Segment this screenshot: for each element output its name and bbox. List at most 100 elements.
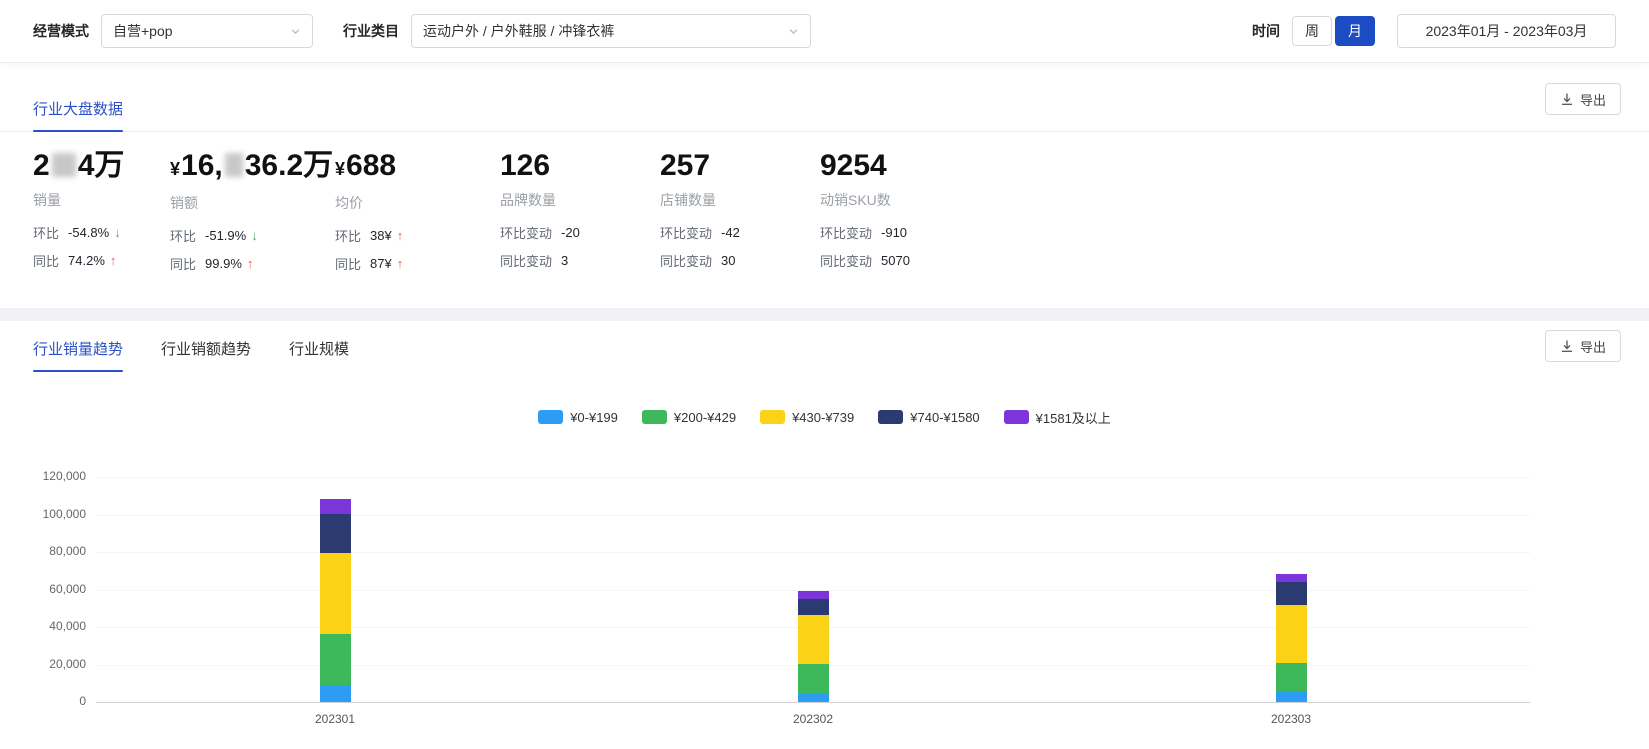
metric-value: 9254 [820, 149, 887, 182]
redacted-blur [51, 153, 76, 178]
x-axis-line [96, 702, 1530, 703]
metric-card: ¥688 均价环比 38¥ ↑ 同比 87¥ ↑ [335, 148, 500, 282]
bar-segment [798, 615, 829, 664]
bar-segment [1276, 663, 1307, 691]
bar-segment [320, 634, 351, 685]
category-value: 运动户外 / 户外鞋服 / 冲锋衣裤 [423, 23, 615, 39]
legend-swatch-icon [878, 410, 904, 424]
month-toggle-button[interactable]: 月 [1335, 16, 1375, 46]
metric-trend-row: 环比 -51.9% ↓ [170, 228, 258, 244]
y-axis-tick-label: 0 [79, 694, 86, 708]
metric-label: 店铺数量 [660, 192, 716, 208]
metric-trend-row: 同比变动 5070 [820, 253, 910, 269]
bar-segment [320, 499, 351, 514]
gridline [96, 477, 1530, 478]
business-mode-value: 自营+pop [113, 23, 173, 39]
legend-item[interactable]: ¥740-¥1580 [878, 410, 980, 425]
date-range-picker[interactable]: 2023年01月 - 2023年03月 [1397, 14, 1616, 48]
bar-segment [798, 599, 829, 615]
metric-label: 销额 [170, 195, 198, 211]
trend-header: 行业销量趋势 行业销额趋势 行业规模 导出 [0, 321, 1649, 372]
metric-label: 均价 [335, 195, 363, 211]
metric-value: 126 [500, 149, 551, 182]
legend-swatch-icon [538, 410, 564, 424]
y-axis-tick-label: 20,000 [49, 656, 86, 671]
bar-segment [798, 694, 829, 702]
y-axis-tick-label: 120,000 [42, 469, 86, 483]
bar-segment [320, 553, 351, 634]
y-axis-tick-label: 40,000 [49, 619, 86, 633]
legend-label: ¥200-¥429 [673, 409, 737, 425]
metric-value: 257 [660, 149, 711, 182]
down-arrow-icon: ↓ [114, 225, 121, 240]
industry-overview-section: 行业大盘数据 导出 2 4万 销量 环比 -54.8% ↓ 同比 74.2% ↑ ¥16, 36.2… [0, 63, 1649, 308]
time-filter-group: 时间 周 月 2023年01月 - 2023年03月 [1252, 14, 1616, 48]
legend-item[interactable]: ¥1581及以上 [1003, 408, 1111, 427]
export-button-label: 导出 [1579, 339, 1606, 355]
x-axis-category-label: 202302 [792, 712, 834, 726]
bar-segment [798, 664, 829, 694]
export-button-label: 导出 [1579, 92, 1606, 108]
legend-item[interactable]: ¥0-¥199 [538, 410, 618, 425]
redacted-blur [224, 153, 243, 178]
legend-swatch-icon [760, 410, 786, 424]
bar-segment [1276, 605, 1307, 663]
tab-industry-sales-volume-trend[interactable]: 行业销量趋势 [33, 338, 124, 372]
export-button[interactable]: 导出 [1544, 83, 1621, 115]
metric-trend-row: 环比 38¥ ↑ [335, 228, 404, 244]
up-arrow-icon: ↑ [246, 256, 254, 271]
download-icon [1560, 339, 1574, 353]
bar-segment [1276, 691, 1307, 702]
y-axis-tick-label: 60,000 [49, 581, 86, 596]
up-arrow-icon: ↑ [396, 256, 404, 271]
up-arrow-icon: ↑ [109, 253, 117, 268]
chevron-down-icon [788, 26, 799, 37]
down-arrow-icon: ↓ [251, 228, 258, 243]
metric-trend-row: 环比 -54.8% ↓ [33, 225, 121, 241]
section-divider [0, 308, 1649, 321]
tab-industry-scale[interactable]: 行业规模 [289, 341, 350, 358]
week-toggle-button[interactable]: 周 [1292, 16, 1332, 46]
gridline [96, 514, 1530, 516]
gridline [96, 589, 1530, 591]
legend-swatch-icon [1003, 410, 1029, 424]
overview-title-tab: 行业大盘数据 [33, 98, 124, 132]
metric-trend-row: 同比 74.2% ↑ [33, 253, 117, 269]
metric-card: ¥16, 36.2万销额环比 -51.9% ↓ 同比 99.9% ↑ [170, 148, 335, 282]
metric-trend-row: 同比变动 30 [660, 253, 736, 269]
bar-segment [798, 591, 829, 599]
chevron-down-icon [290, 26, 301, 37]
tab-industry-sales-amount-trend[interactable]: 行业销额趋势 [161, 341, 252, 358]
legend-label: ¥1581及以上 [1035, 410, 1111, 426]
download-icon [1560, 92, 1574, 106]
metric-cards-row: 2 4万 销量 环比 -54.8% ↓ 同比 74.2% ↑ ¥16, 36.2万 销额 环比 -51.9… [0, 132, 1649, 308]
filter-bar: 经营模式 自营+pop 行业类目 运动户外 / 户外鞋服 / 冲锋衣裤 时间 周… [0, 0, 1649, 63]
metric-value: ¥688 [335, 149, 397, 182]
category-select[interactable]: 运动户外 / 户外鞋服 / 冲锋衣裤 [411, 14, 811, 48]
bar-segment [1276, 582, 1307, 605]
legend-item[interactable]: ¥200-¥429 [641, 409, 737, 425]
industry-trend-section: 行业销量趋势 行业销额趋势 行业规模 导出 ¥0-¥199 ¥200-¥429 ¥4… [0, 321, 1649, 739]
bar-segment [320, 685, 351, 702]
time-label: 时间 [1252, 23, 1280, 39]
legend-item[interactable]: ¥430-¥739 [760, 410, 854, 425]
metric-trend-row: 同比 87¥ ↑ [335, 256, 404, 272]
metric-trend-row: 同比 99.9% ↑ [170, 256, 254, 272]
bar-segment [320, 514, 351, 553]
metric-card: 9254 动销SKU数 环比变动 -910 同比变动 5070 [820, 148, 980, 282]
export-button[interactable]: 导出 [1544, 330, 1621, 362]
metric-trend-row: 环比变动 -910 [820, 225, 908, 241]
bar-segment [1276, 574, 1307, 582]
metric-label: 销量 [33, 192, 61, 208]
business-mode-select[interactable]: 自营+pop [101, 14, 313, 48]
x-axis-category-label: 202301 [314, 712, 356, 726]
metric-label: 品牌数量 [500, 192, 556, 208]
legend-label: ¥0-¥199 [570, 409, 618, 425]
metric-value: ¥16, 36.2万 [170, 149, 334, 182]
stacked-bar-chart: 0 20,000 40,000 60,000 80,000 100,000 120,000 2… [0, 467, 1649, 739]
up-arrow-icon: ↑ [396, 228, 404, 243]
legend-swatch-icon [641, 410, 667, 424]
metric-card: 2 4万 销量 环比 -54.8% ↓ 同比 74.2% ↑ [33, 148, 170, 282]
legend-label: ¥430-¥739 [792, 409, 855, 425]
y-axis-tick-label: 80,000 [49, 544, 86, 558]
